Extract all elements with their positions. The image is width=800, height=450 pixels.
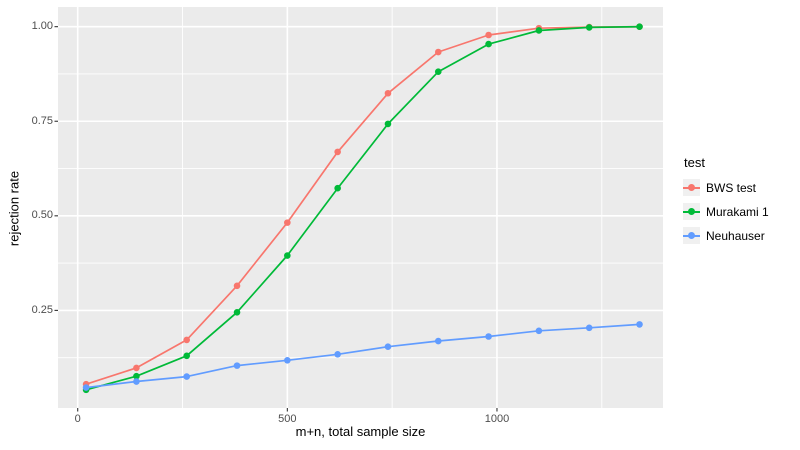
x-tick-label: 500 [278, 413, 297, 425]
legend-key-icon [683, 179, 700, 196]
legend-entry-neuhauser: Neuhauser [683, 227, 769, 244]
y-axis-title: rejection rate [6, 170, 22, 247]
x-axis-title: m+n, total sample size [295, 424, 426, 439]
data-point-neuhauser [82, 384, 90, 391]
series-line-murakami-1 [85, 25, 640, 391]
data-point-neuhauser [434, 337, 442, 345]
series-line-neuhauser [85, 323, 640, 389]
data-point-neuhauser [535, 327, 543, 335]
data-point-bws-test [233, 282, 241, 290]
data-point-neuhauser [485, 333, 492, 340]
data-point-neuhauser [183, 373, 191, 380]
data-point-murakami-1 [384, 120, 392, 128]
data-point-murakami-1 [636, 23, 643, 30]
data-point-bws-test [334, 148, 341, 156]
data-point-murakami-1 [334, 184, 341, 192]
legend-key-dot [688, 232, 695, 239]
data-point-bws-test [183, 336, 191, 344]
legend-label: Neuhauser [706, 228, 765, 243]
data-point-neuhauser [384, 343, 392, 351]
data-point-murakami-1 [585, 24, 593, 31]
y-tick-label: 0.50 [31, 209, 53, 222]
legend: test BWS test Murakami 1 Neuhauser [683, 155, 769, 251]
legend-key-icon [683, 203, 700, 220]
data-point-murakami-1 [434, 68, 442, 75]
data-point-murakami-1 [284, 252, 291, 259]
legend-label: BWS test [706, 180, 757, 195]
legend-key-icon [683, 227, 700, 244]
y-tick-label: 0.75 [31, 114, 53, 127]
x-tick-label: 0 [74, 413, 81, 425]
plot-panel [58, 7, 663, 408]
data-point-neuhauser [284, 357, 291, 364]
legend-key-dot [688, 184, 695, 191]
data-point-neuhauser [636, 321, 643, 328]
data-point-neuhauser [585, 324, 593, 332]
y-tick-label: 1.00 [31, 20, 53, 33]
data-point-murakami-1 [133, 372, 140, 380]
legend-entry-bws-test: BWS test [683, 179, 769, 196]
series-line-bws-test [85, 25, 640, 386]
x-tick-label: 1000 [484, 413, 510, 425]
data-point-bws-test [133, 364, 140, 372]
legend-label: Murakami 1 [706, 204, 769, 219]
data-point-bws-test [434, 48, 442, 56]
data-point-bws-test [485, 31, 492, 39]
legend-title: test [684, 155, 705, 170]
data-point-murakami-1 [183, 352, 191, 360]
data-point-neuhauser [133, 378, 140, 385]
data-point-bws-test [284, 219, 291, 226]
y-tick-label: 0.25 [31, 303, 53, 316]
legend-entries: BWS test Murakami 1 Neuhauser [683, 179, 769, 244]
legend-entry-murakami-1: Murakami 1 [683, 203, 769, 220]
data-point-bws-test [384, 89, 392, 97]
data-point-neuhauser [233, 362, 241, 369]
data-point-murakami-1 [233, 308, 241, 316]
data-point-murakami-1 [535, 27, 543, 34]
data-point-neuhauser [334, 350, 341, 358]
legend-key-dot [688, 208, 695, 215]
data-point-murakami-1 [485, 40, 492, 48]
